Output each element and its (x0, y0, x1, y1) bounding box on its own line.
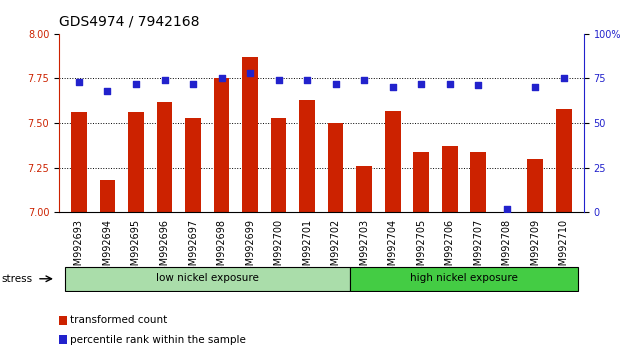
Point (188, 81, 198, 86)
Bar (128, 112, 144, 212)
Point (388, 84, 397, 90)
Bar (185, 118, 201, 212)
Point (245, 70, 255, 76)
Point (160, 77, 170, 83)
Point (217, 75, 227, 81)
Text: low nickel exposure: low nickel exposure (156, 273, 259, 283)
Bar (414, 152, 429, 212)
Bar (442, 146, 458, 212)
Point (530, 84, 540, 90)
Text: percentile rank within the sample: percentile rank within the sample (70, 335, 246, 345)
Text: stress: stress (2, 274, 33, 284)
Point (131, 81, 141, 86)
Point (416, 81, 426, 86)
Point (102, 88, 112, 94)
Text: transformed count: transformed count (70, 315, 168, 325)
Bar (328, 123, 343, 212)
Point (302, 77, 312, 83)
Point (473, 82, 483, 88)
Bar (527, 159, 543, 212)
Bar (556, 109, 571, 212)
Bar (99, 180, 116, 212)
Bar (350, 267, 578, 291)
Bar (65, 267, 350, 291)
Point (502, 206, 512, 212)
Point (359, 77, 369, 83)
Bar (470, 152, 486, 212)
Bar (299, 100, 315, 212)
Bar (156, 102, 173, 212)
Bar (71, 112, 87, 212)
Point (330, 81, 340, 86)
Bar (356, 166, 372, 212)
Point (74, 79, 84, 85)
Bar (242, 57, 258, 212)
Point (559, 75, 569, 81)
Bar (271, 118, 286, 212)
Text: GDS4974 / 7942168: GDS4974 / 7942168 (59, 14, 199, 28)
Text: high nickel exposure: high nickel exposure (410, 273, 518, 283)
Point (445, 81, 455, 86)
Bar (385, 110, 401, 212)
Point (274, 77, 284, 83)
Bar (214, 78, 229, 212)
